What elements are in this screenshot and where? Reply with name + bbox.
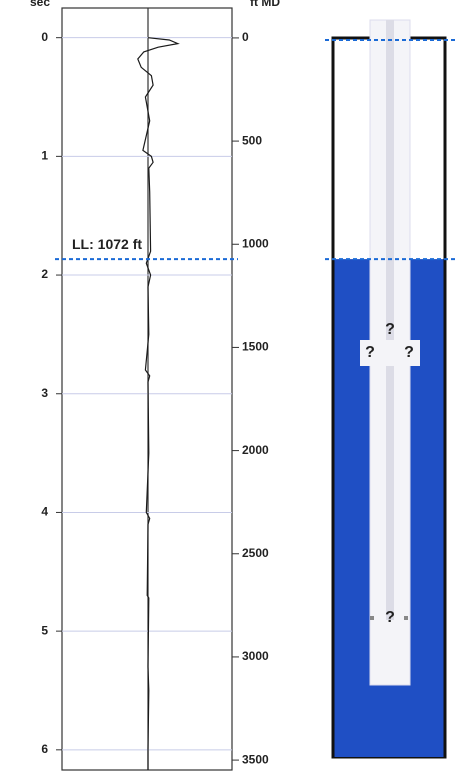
x-tick-label: 4 — [41, 505, 48, 519]
fluid-level-label: LL: 1072 ft — [72, 236, 142, 252]
y2-axis-title: ft MD — [250, 0, 280, 9]
plot-frame — [62, 8, 232, 770]
anchor — [404, 616, 408, 620]
x-axis-title: sec — [30, 0, 50, 9]
chart: sec ft MD 0 1 2 3 4 5 6 0 500 1000 1500 2000 2500 300… — [0, 0, 466, 777]
x-tick-label: 2 — [41, 267, 48, 281]
unknown-mark: ? — [365, 344, 375, 361]
unknown-mark: ? — [404, 344, 414, 361]
x-tick-label: 5 — [41, 623, 48, 637]
y2-tick-label: 0 — [242, 30, 249, 44]
rod — [386, 20, 394, 620]
trace-line — [138, 38, 178, 770]
y2-tick-label: 1000 — [242, 236, 269, 250]
y2-tick-label: 2500 — [242, 546, 269, 560]
y2-tick-label: 3500 — [242, 752, 269, 766]
unknown-mark: ? — [385, 609, 395, 626]
unknown-mark: ? — [385, 321, 395, 338]
y2-tick-label: 1500 — [242, 340, 269, 354]
y2-tick-label: 3000 — [242, 649, 269, 663]
anchor — [370, 616, 374, 620]
x-tick-label: 6 — [41, 742, 48, 756]
x-tick-label: 1 — [41, 149, 48, 163]
x-tick-label: 3 — [41, 386, 48, 400]
y2-tick-label: 2000 — [242, 443, 269, 457]
y2-tick-label: 500 — [242, 133, 262, 147]
x-tick-label: 0 — [41, 30, 48, 44]
